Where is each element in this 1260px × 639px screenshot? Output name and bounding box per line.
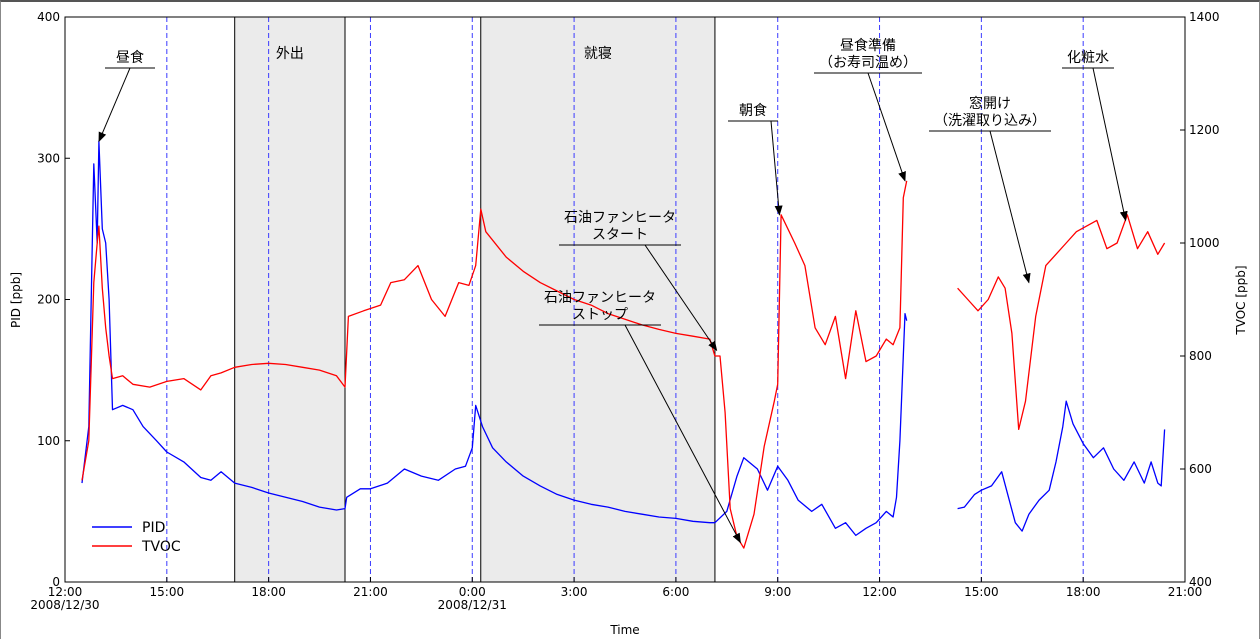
annotation-label: 朝食 [739,102,767,119]
shaded-period [234,17,345,582]
annotation-label: 化粧水 [1067,50,1109,66]
x-tick-label: 12:00 [862,585,897,599]
period-label: 就寝 [584,45,612,62]
annotation-label: 昼食 [116,49,144,66]
x-tick-label: 15:00 [964,585,999,599]
x-date-label: 2008/12/30 [30,598,99,612]
period-label: 外出 [276,46,304,62]
x-tick-label: 18:00 [251,585,286,599]
annotation-arrow [98,67,131,143]
y-tick-right-label: 1400 [1189,10,1220,24]
x-tick-label: 15:00 [150,585,185,599]
y-tick-right-label: 800 [1189,349,1212,363]
annotation-arrow [867,72,906,182]
y-axis-left-label: PID [ppb] [9,272,23,328]
y-tick-right-label: 1000 [1189,236,1220,250]
legend-label-pid: PID [142,520,165,536]
x-tick-label: 21:00 [1168,585,1203,599]
annotation-arrow [1092,67,1128,222]
x-tick-label: 0:00 [459,585,486,599]
annotation-arrow [624,324,741,544]
annotation-label: 石油ファンヒータ [564,210,676,226]
legend-label-tvoc: TVOC [141,539,181,555]
y-tick-left-label: 300 [37,151,60,165]
annotation-label: 石油ファンヒータ [544,290,656,306]
y-tick-left-label: 100 [37,434,60,448]
y-axis-right-label: TVOC [ppb] [1234,265,1248,335]
x-axis-label: Time [609,623,639,637]
x-tick-label: 3:00 [561,585,588,599]
y-tick-right-label: 1200 [1189,123,1220,137]
x-tick-label: 6:00 [662,585,689,599]
y-tick-left-label: 400 [37,10,60,24]
annotation-label: スタート [592,227,648,243]
x-tick-label: 18:00 [1066,585,1101,599]
annotation-label: 昼食準備 [840,37,896,54]
x-tick-label: 9:00 [764,585,791,599]
y-tick-left-label: 0 [52,575,60,589]
series-line-tvoc [81,180,1166,549]
y-tick-left-label: 200 [37,293,60,307]
x-tick-label: 21:00 [353,585,388,599]
annotation-label: （お寿司温め） [819,54,917,71]
x-tick-label: 12:00 [48,585,83,599]
y-tick-right-label: 600 [1189,462,1212,476]
x-date-label: 2008/12/31 [438,598,507,612]
y-tick-right-label: 400 [1189,575,1212,589]
annotation-arrow [770,120,783,216]
series-line-pid [81,140,1166,537]
annotation-label: 窓開け [969,95,1011,112]
annotation-arrow [644,244,718,352]
annotation-label: ストップ [572,307,628,323]
annotation-label: （洗濯取り込み） [934,113,1046,129]
annotation-arrow [989,130,1031,284]
